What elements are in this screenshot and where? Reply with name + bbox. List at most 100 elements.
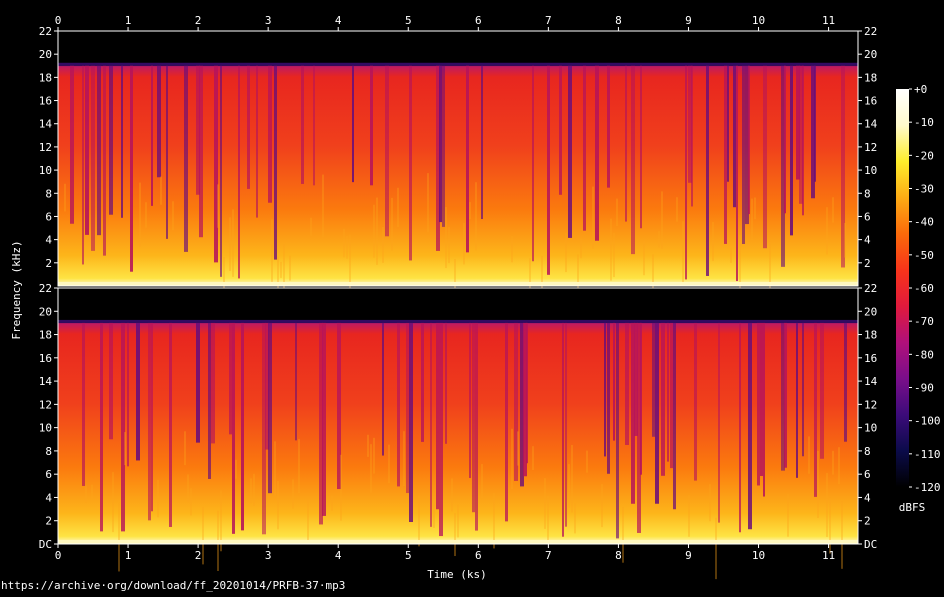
spectral-texture xyxy=(844,222,846,258)
y-tick-label: 20 xyxy=(39,48,52,61)
spectral-texture xyxy=(634,322,638,436)
spectral-texture xyxy=(607,65,610,188)
spectral-texture xyxy=(826,472,828,537)
spectral-texture xyxy=(817,450,819,518)
spectral-texture xyxy=(301,65,304,184)
spectral-texture xyxy=(661,191,663,249)
x-tick-label: 3 xyxy=(265,14,272,27)
spectral-texture xyxy=(592,186,594,249)
channel-1-y-axis-right: 2 4 6 8 10 12 14 16 18 20 22 xyxy=(858,25,878,270)
spectral-texture xyxy=(130,65,133,272)
spectral-texture xyxy=(373,204,375,258)
y-tick-label: 10 xyxy=(39,422,52,435)
spectral-texture xyxy=(430,322,432,527)
spectral-texture xyxy=(220,490,222,552)
spectral-texture xyxy=(265,322,269,450)
spectral-texture xyxy=(814,322,817,497)
y-tick-label: 6 xyxy=(864,468,871,481)
x-tick-label: 4 xyxy=(335,14,342,27)
spectral-texture xyxy=(322,322,326,516)
spectral-texture xyxy=(685,65,687,280)
y-tick-label: 14 xyxy=(864,118,878,131)
spectral-texture xyxy=(580,238,582,259)
spectral-texture xyxy=(841,65,845,268)
spectral-texture xyxy=(493,493,495,549)
spectral-texture xyxy=(517,431,519,466)
colorbar-tick-label: -70 xyxy=(914,315,934,328)
spectral-texture xyxy=(196,322,200,443)
spectral-texture xyxy=(280,261,282,278)
spectral-texture xyxy=(184,431,186,466)
spectral-texture xyxy=(262,322,266,535)
y-tick-label: 12 xyxy=(39,141,52,154)
spectral-texture xyxy=(64,183,66,212)
spectral-texture xyxy=(439,322,443,537)
y-tick-label: 16 xyxy=(864,352,877,365)
spectral-texture xyxy=(670,322,673,469)
spectral-texture xyxy=(199,65,203,238)
spectral-texture xyxy=(448,226,450,264)
spectral-texture xyxy=(610,218,612,281)
spectral-texture xyxy=(547,65,550,275)
spectral-texture xyxy=(631,65,635,255)
spectral-texture xyxy=(475,322,478,531)
spectral-texture xyxy=(742,65,745,244)
spectral-texture xyxy=(523,322,527,477)
spectral-texture xyxy=(754,197,756,220)
y-tick-label: 10 xyxy=(39,164,52,177)
spectral-texture xyxy=(151,65,153,206)
spectral-texture xyxy=(145,202,147,228)
spectral-texture xyxy=(808,436,810,474)
spectral-texture xyxy=(802,65,804,216)
spectral-texture xyxy=(802,322,804,457)
spectral-texture xyxy=(466,65,469,253)
y-tick-label: 18 xyxy=(39,329,52,342)
colorbar-tick-label: -120 xyxy=(914,481,941,494)
x-axis-bottom: 0 1 2 3 4 5 6 7 8 9 10 11 xyxy=(55,544,835,562)
x-tick-label: 4 xyxy=(335,549,342,562)
spectral-texture xyxy=(637,322,641,533)
colorbar-tick-label: +0 xyxy=(914,83,927,96)
x-tick-label: 1 xyxy=(125,549,132,562)
spectral-texture xyxy=(121,322,125,532)
spectral-texture xyxy=(739,322,741,533)
spectral-texture xyxy=(406,322,409,494)
y-tick-label: 14 xyxy=(864,375,878,388)
colorbar-tick-label: -110 xyxy=(914,448,941,461)
spectral-texture xyxy=(91,65,95,251)
spectral-texture xyxy=(733,65,736,208)
y-tick-label: 14 xyxy=(39,118,53,131)
channel-2-cutoff-edge xyxy=(58,319,858,323)
colorbar-tick-label: -100 xyxy=(914,415,941,428)
y-tick-label: 10 xyxy=(864,164,877,177)
spectral-texture xyxy=(544,478,546,529)
spectral-texture xyxy=(787,493,789,537)
spectral-texture xyxy=(748,65,750,215)
spectral-texture xyxy=(403,431,405,487)
y-tick-label: 10 xyxy=(864,422,877,435)
y-tick-label: 22 xyxy=(39,25,52,38)
spectral-texture xyxy=(124,432,126,466)
y-tick-label: 8 xyxy=(864,445,871,458)
spectral-texture xyxy=(661,322,665,476)
spectral-texture xyxy=(694,322,697,481)
spectral-texture xyxy=(763,322,765,497)
spectral-texture xyxy=(691,65,693,207)
x-tick-label: 7 xyxy=(545,14,552,27)
spectral-texture xyxy=(370,444,372,493)
spectral-texture xyxy=(310,217,312,236)
spectral-texture xyxy=(760,322,763,476)
spectral-texture xyxy=(169,322,172,527)
spectral-texture xyxy=(382,226,384,263)
spectral-texture xyxy=(769,241,771,303)
spectral-texture xyxy=(247,65,250,189)
spectral-texture xyxy=(409,65,412,261)
spectral-texture xyxy=(739,234,741,304)
spectral-texture xyxy=(232,209,234,277)
spectral-texture xyxy=(298,439,300,494)
spectral-texture xyxy=(346,235,348,259)
spectral-texture xyxy=(184,65,188,252)
spectral-texture xyxy=(727,65,729,182)
colorbar-gradient xyxy=(896,89,909,487)
